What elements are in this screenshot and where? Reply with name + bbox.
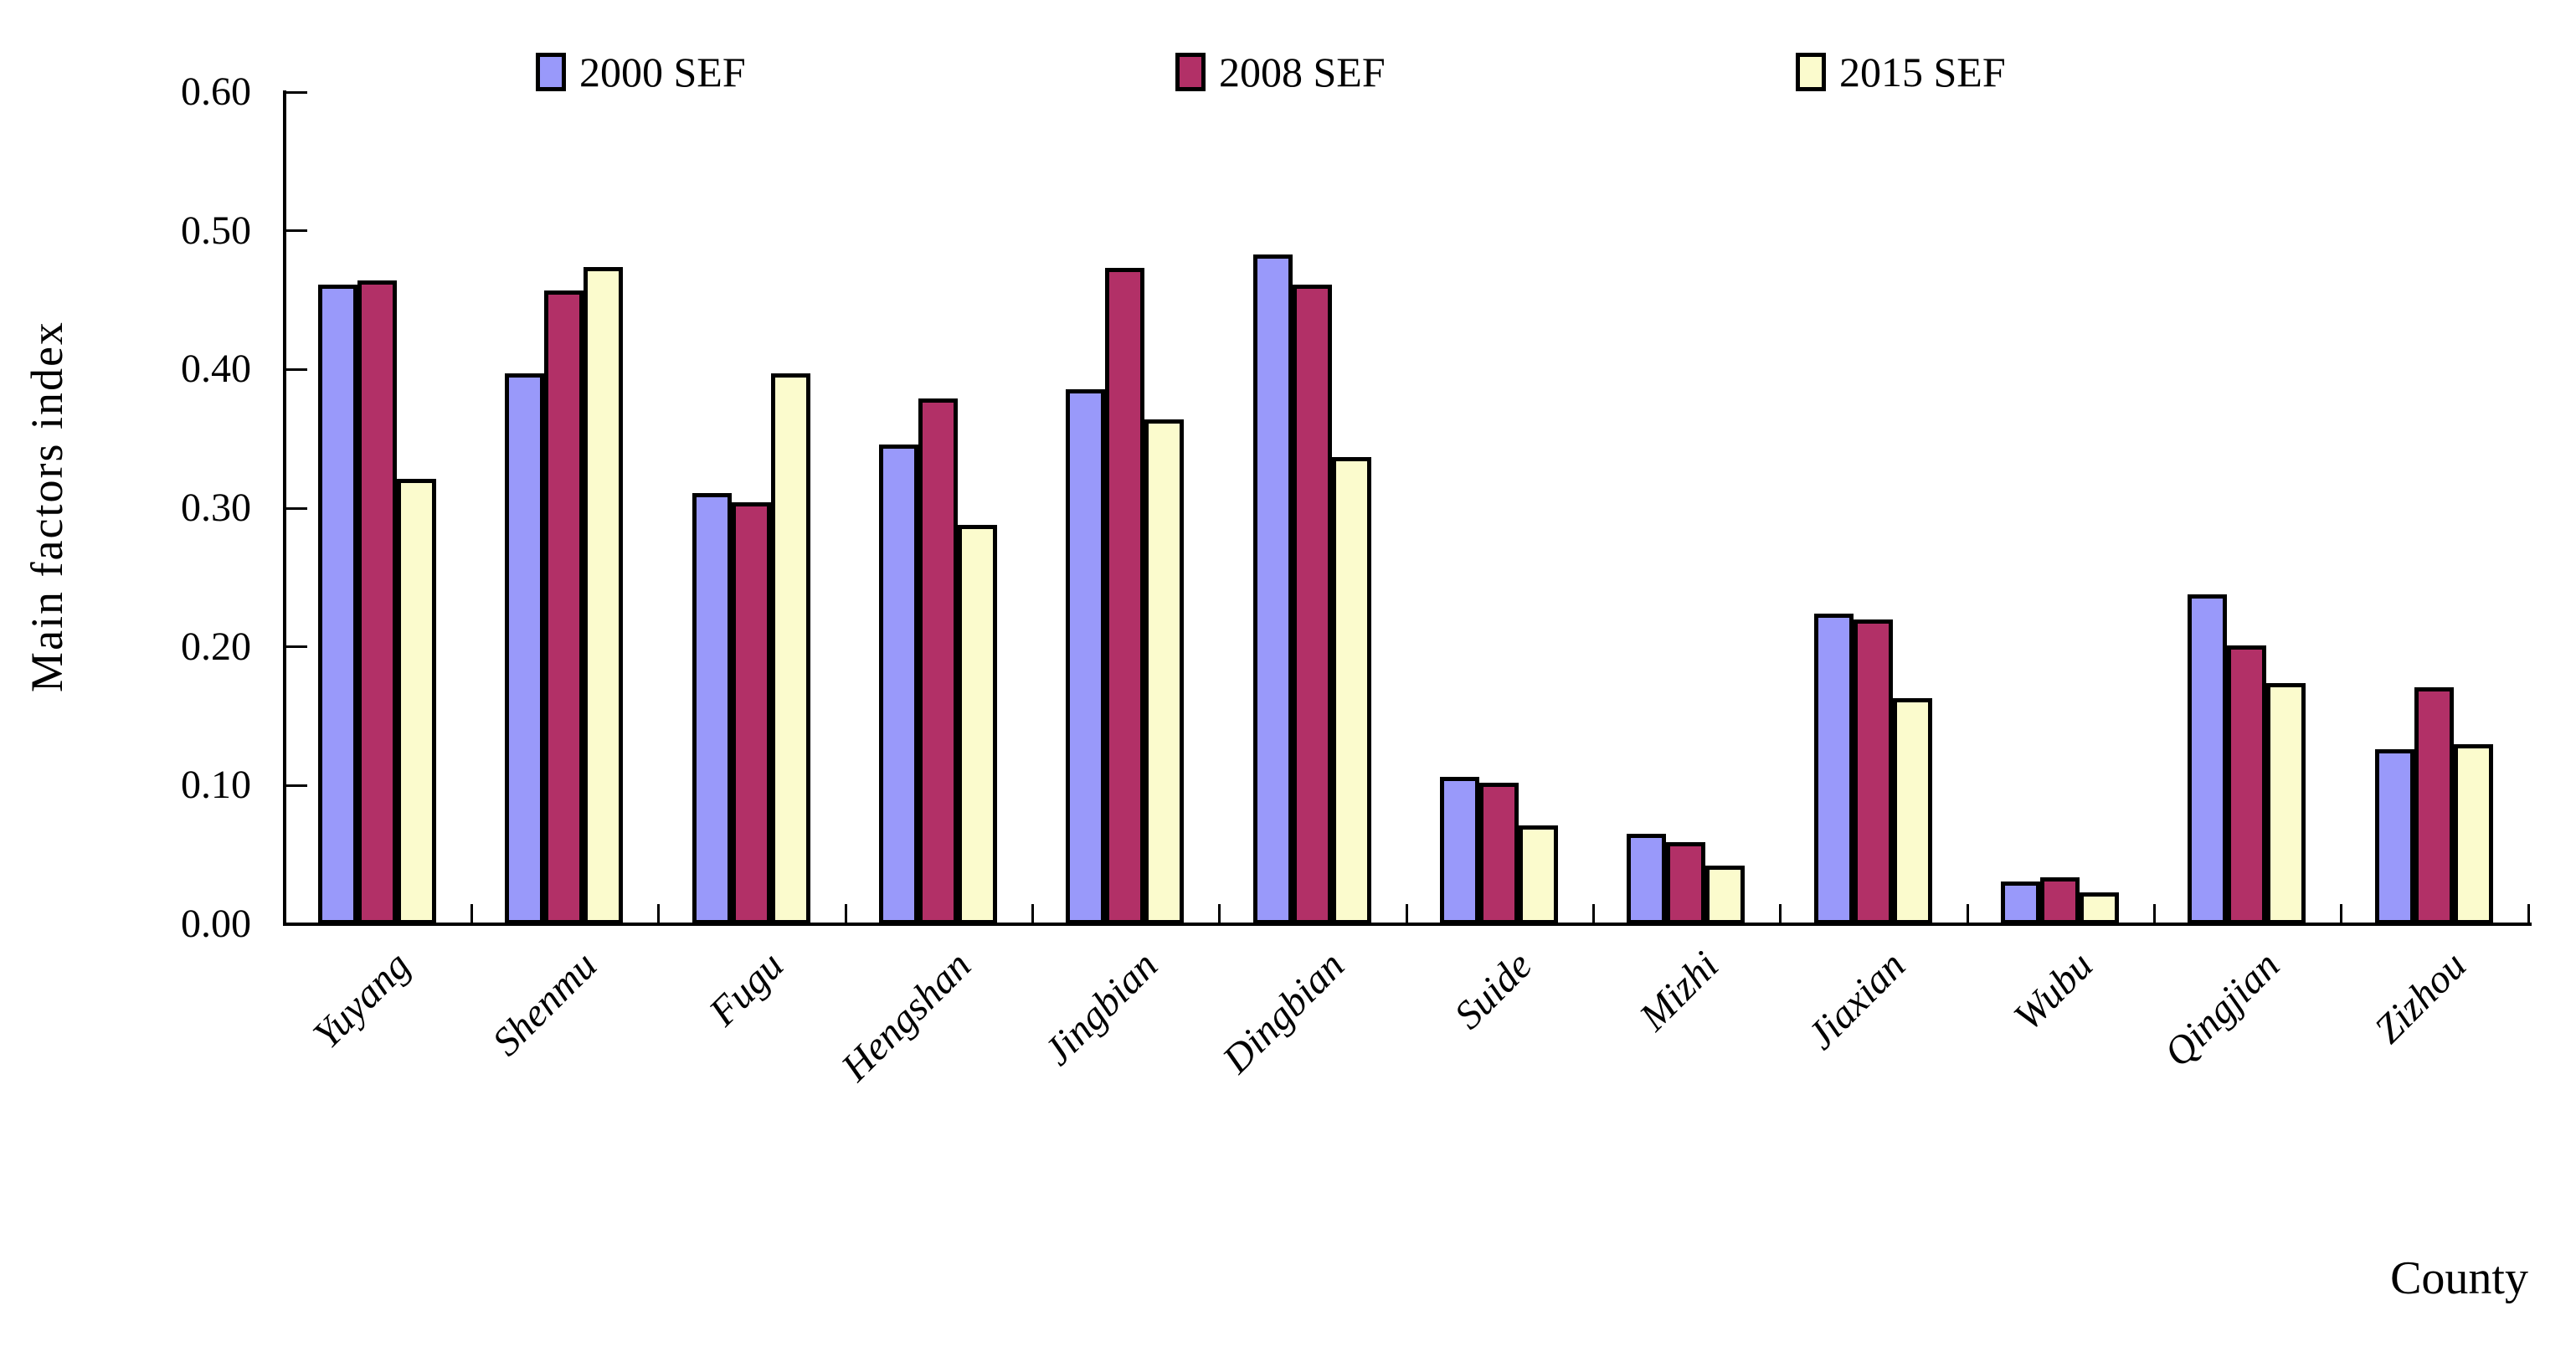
bar-mizhi-2008 bbox=[1666, 842, 1706, 924]
bar-wubu-2000 bbox=[2001, 882, 2040, 924]
bar-shenmu-2008 bbox=[544, 290, 584, 924]
bar-fugu-2015 bbox=[770, 373, 810, 924]
y-tick bbox=[286, 368, 307, 371]
x-axis-line bbox=[283, 923, 2532, 926]
y-axis-title: Main factors index bbox=[22, 321, 72, 692]
bar-dingbian-2008 bbox=[1292, 285, 1332, 924]
bar-dingbian-2000 bbox=[1252, 254, 1293, 924]
bar-suide-2015 bbox=[1519, 825, 1558, 924]
bar-jiaxian-2008 bbox=[1853, 619, 1893, 924]
bar-suide-2000 bbox=[1440, 777, 1479, 924]
bar-hengshan-2008 bbox=[918, 398, 958, 924]
bar-wubu-2015 bbox=[2080, 892, 2119, 924]
y-tick-label: 0.00 bbox=[181, 902, 251, 946]
x-tick bbox=[2340, 904, 2343, 924]
bar-yuyang-2008 bbox=[357, 280, 397, 924]
bar-jingbian-2015 bbox=[1144, 419, 1185, 924]
bar-zizhou-2015 bbox=[2453, 744, 2493, 924]
x-tick bbox=[470, 904, 473, 924]
legend: 2000 SEF 2008 SEF 2015 SEF bbox=[0, 0, 2576, 100]
bar-qingjian-2008 bbox=[2227, 645, 2267, 924]
bar-wubu-2008 bbox=[2040, 877, 2080, 924]
y-tick-label: 0.50 bbox=[181, 208, 251, 253]
legend-label: 2015 SEF bbox=[1839, 49, 2006, 95]
legend-swatch-icon bbox=[1796, 53, 1826, 91]
x-tick bbox=[1405, 904, 1408, 924]
legend-swatch-icon bbox=[536, 53, 566, 91]
legend-label: 2000 SEF bbox=[579, 49, 746, 95]
bar-zizhou-2000 bbox=[2374, 749, 2414, 924]
x-tick bbox=[1031, 904, 1034, 924]
legend-label: 2008 SEF bbox=[1219, 49, 1386, 95]
bar-yuyang-2000 bbox=[318, 285, 357, 924]
x-tick bbox=[1966, 904, 1969, 924]
bar-hengshan-2015 bbox=[958, 525, 997, 924]
bar-hengshan-2000 bbox=[879, 445, 918, 924]
bar-jingbian-2000 bbox=[1066, 389, 1106, 924]
y-tick-label: 0.60 bbox=[181, 69, 251, 114]
y-tick-label: 0.30 bbox=[181, 486, 251, 530]
y-tick bbox=[286, 506, 307, 510]
y-tick bbox=[286, 90, 307, 94]
bar-jingbian-2008 bbox=[1105, 268, 1145, 924]
bar-fugu-2000 bbox=[692, 493, 732, 924]
y-tick-label: 0.10 bbox=[181, 763, 251, 808]
x-tick bbox=[1218, 904, 1221, 924]
x-tick bbox=[2152, 904, 2156, 924]
plot-area bbox=[285, 92, 2530, 924]
legend-item-2008: 2008 SEF bbox=[1175, 49, 1386, 95]
x-tick bbox=[2527, 904, 2530, 924]
bar-fugu-2008 bbox=[731, 502, 771, 924]
bar-suide-2008 bbox=[1479, 783, 1519, 924]
bar-dingbian-2015 bbox=[1331, 457, 1371, 924]
y-tick-label: 0.20 bbox=[181, 624, 251, 669]
bar-mizhi-2000 bbox=[1627, 834, 1667, 924]
bar-qingjian-2000 bbox=[2188, 594, 2228, 924]
bar-yuyang-2015 bbox=[397, 479, 436, 924]
bar-jiaxian-2015 bbox=[1892, 698, 1932, 924]
y-axis-line bbox=[283, 90, 286, 926]
x-tick bbox=[844, 904, 847, 924]
bar-qingjian-2015 bbox=[2266, 683, 2306, 924]
bar-shenmu-2015 bbox=[584, 267, 624, 924]
x-axis-title: County bbox=[2390, 1252, 2528, 1304]
bar-jiaxian-2000 bbox=[1813, 614, 1854, 924]
y-tick-label: 0.40 bbox=[181, 347, 251, 392]
bar-mizhi-2015 bbox=[1705, 866, 1746, 924]
y-tick bbox=[286, 784, 307, 787]
x-tick bbox=[657, 904, 661, 924]
legend-item-2015: 2015 SEF bbox=[1796, 49, 2006, 95]
legend-swatch-icon bbox=[1175, 53, 1206, 91]
bar-shenmu-2000 bbox=[505, 373, 545, 924]
bar-zizhou-2008 bbox=[2414, 687, 2454, 924]
legend-item-2000: 2000 SEF bbox=[536, 49, 746, 95]
y-tick bbox=[286, 645, 307, 649]
y-tick bbox=[286, 229, 307, 233]
x-tick bbox=[1591, 904, 1595, 924]
x-tick bbox=[1779, 904, 1782, 924]
